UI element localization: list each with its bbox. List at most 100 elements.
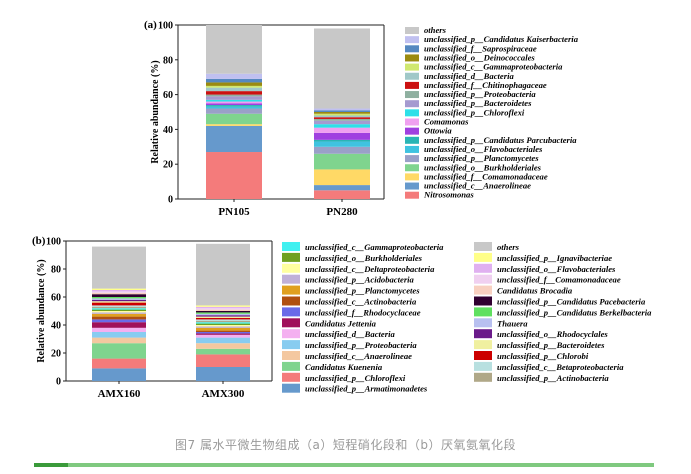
x-tick-label: PN105 (218, 206, 250, 218)
legend-swatch (474, 329, 492, 339)
bar-segment (196, 334, 250, 338)
panel-b: (b) 0 20 40 60 80 100 Relative abundance (%) AMX… (32, 235, 652, 400)
legend-label: unclassified_p__Candidatus Pacebacteria (497, 297, 646, 307)
y-tick-label: 80 (51, 265, 61, 276)
bar-segment (196, 367, 250, 381)
bar-segment (206, 94, 262, 97)
legend-swatch (282, 351, 300, 360)
bar-segment (314, 120, 370, 125)
legend-label: Comamonas (424, 117, 469, 127)
bar-segment (314, 124, 370, 128)
bar-segment (92, 312, 146, 314)
legend-label: unclassified_d__Bacteria (305, 329, 395, 339)
legend-swatch (405, 72, 419, 80)
bar-segment (196, 309, 250, 311)
legend-label: unclassified_o__Flavobacteriales (497, 264, 616, 274)
y-tick-label: 100 (158, 21, 173, 32)
bar-segment (206, 152, 262, 199)
bar-segment (314, 110, 370, 112)
bar-segment (196, 319, 250, 321)
legend-label: others (424, 25, 447, 35)
legend-label: Thauera (497, 318, 528, 328)
legend-swatch (405, 145, 419, 153)
bar-segment (196, 308, 250, 310)
bar-segment (314, 112, 370, 114)
bottom-divider (34, 463, 654, 467)
bar-segment (92, 291, 146, 293)
bar-segment (196, 333, 250, 335)
legend-swatch (282, 307, 300, 317)
bar-segment (92, 316, 146, 320)
panel-a: (a) 0 20 40 60 80 100 Relative abundance (%) PN1… (144, 19, 579, 218)
legend-label: unclassified_c__Deltaproteobacteria (305, 264, 435, 274)
bar-segment (314, 132, 370, 140)
y-axis-title: Relative abundance (%) (150, 60, 161, 163)
legend-label: unclassified_o__Flavobacteriales (424, 144, 543, 154)
bar-segment (314, 153, 370, 170)
legend-label: unclassified_c__Anaerolineae (424, 181, 531, 191)
legend-label: unclassified_p__Armatimonadetes (305, 384, 428, 394)
legend-swatch (282, 242, 300, 251)
bar-segment (92, 297, 146, 299)
bar-segment (92, 343, 146, 359)
legend-swatch (405, 164, 419, 172)
bar-segment (92, 309, 146, 311)
bar-segment (196, 327, 250, 331)
legend-label: unclassified_p__Candidatus Berkelbacteri… (497, 307, 652, 317)
legend-swatch (282, 318, 300, 328)
y-tick-label: 60 (51, 293, 61, 304)
bar-segment (196, 348, 250, 355)
legend-swatch (405, 91, 419, 99)
legend-swatch (282, 372, 300, 382)
legend-swatch (282, 361, 300, 371)
bar-segment (196, 323, 250, 325)
bar-segment (314, 115, 370, 118)
legend-label: unclassified_p__Candidatus Parcubacteria (424, 135, 577, 145)
legend-label: unclassified_p__Chlorobi (497, 351, 589, 361)
bar-segment (92, 302, 146, 306)
legend-swatch (474, 285, 492, 295)
bar-segment (92, 337, 146, 344)
bar-segment (92, 305, 146, 307)
y-tick-label: 0 (56, 377, 61, 388)
panel-label: (a) (144, 19, 157, 31)
legend-label: others (497, 242, 520, 252)
bar-segment (206, 103, 262, 106)
legend-swatch (405, 118, 419, 126)
bar-segment (196, 306, 250, 309)
bar-segment (314, 185, 370, 191)
legend-swatch (405, 54, 419, 62)
bar-segment (196, 330, 250, 332)
legend-label: unclassified_f__Comamonadaceae (497, 275, 621, 285)
legend-swatch (405, 63, 419, 71)
bar-segment (206, 25, 262, 74)
bar-segment (314, 141, 370, 147)
bar-segment (206, 78, 262, 83)
bar-segment (196, 318, 250, 320)
bar-segment (92, 292, 146, 295)
figure-caption: 图7 属水平微生物组成（a）短程硝化段和（b）厌氧氨氧化段 (175, 438, 516, 452)
y-tick-label: 40 (163, 125, 173, 136)
legend-label: unclassified_p__Acidobacteria (305, 275, 415, 285)
legend-swatch (405, 191, 419, 199)
x-tick-label: AMX160 (98, 388, 141, 400)
bar-segment (92, 332, 146, 338)
legend-label: unclassified_p__Proteobacteria (424, 89, 536, 99)
y-tick-label: 100 (46, 237, 61, 248)
bar-segment (314, 118, 370, 121)
bar-segment (92, 288, 146, 290)
y-tick-label: 80 (163, 55, 173, 66)
legend-label: unclassified_p__Bacteroidetes (497, 340, 605, 350)
bar-segment (196, 305, 250, 307)
legend-label: unclassified_p__Candidatus Kaiserbacteri… (424, 34, 579, 44)
bar-segment (92, 358, 146, 369)
legend-label: Ottowia (424, 126, 452, 136)
legend-swatch (474, 340, 492, 350)
bar-segment (92, 322, 146, 328)
legend-label: unclassified_c__Actinobacteria (305, 297, 417, 307)
legend-label: unclassified_f__Rhodocyclaceae (305, 307, 421, 317)
legend-label: unclassified_p__Planctomycetes (424, 153, 539, 163)
legend-swatch (282, 274, 300, 284)
bar-segment (314, 28, 370, 109)
